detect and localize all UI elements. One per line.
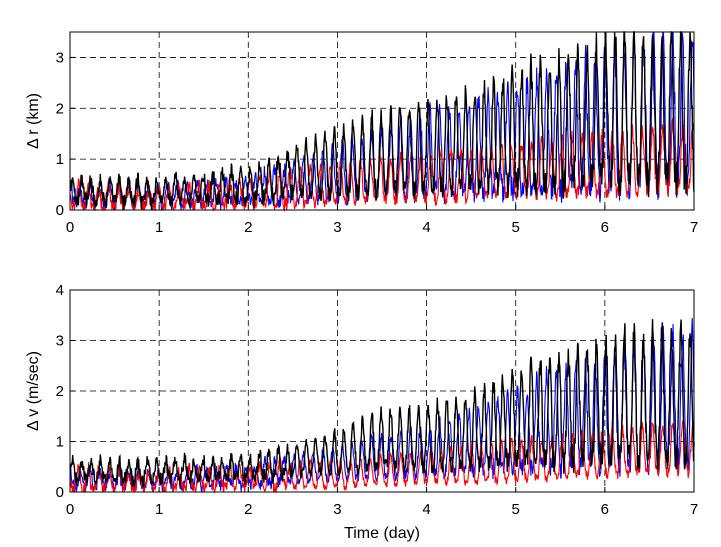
y-tick-label: 1 [56, 151, 64, 168]
y-tick-label: 1 [56, 434, 64, 451]
bottom-y-axis-label: Δ v (m/sec) [25, 351, 42, 431]
x-tick-label: 2 [244, 501, 252, 518]
y-tick-label: 2 [56, 383, 64, 400]
top-y-axis-label: Δ r (km) [25, 93, 42, 149]
x-tick-label: 7 [690, 219, 698, 236]
top-x-tick-labels: 0 1 2 3 4 5 6 7 [66, 205, 698, 236]
y-tick-label: 0 [56, 202, 64, 219]
bottom-series-group [69, 318, 695, 495]
top-y-tick-labels: 0 1 2 3 [56, 49, 75, 219]
x-tick-label: 5 [512, 501, 520, 518]
x-tick-label: 3 [333, 219, 341, 236]
y-tick-label: 0 [56, 484, 64, 501]
x-tick-label: 5 [512, 219, 520, 236]
series-line [69, 319, 695, 488]
x-tick-label: 4 [422, 219, 430, 236]
x-tick-label: 1 [155, 219, 163, 236]
x-tick-label: 0 [66, 219, 74, 236]
top-axes-frame [69, 31, 695, 211]
y-tick-label: 3 [56, 333, 64, 350]
bottom-y-tick-labels: 0 1 2 3 4 [56, 282, 75, 501]
x-tick-label: 2 [244, 219, 252, 236]
x-tick-label: 6 [601, 219, 609, 236]
series-line [69, 31, 695, 211]
top-series-group [69, 31, 695, 213]
y-tick-label: 3 [56, 49, 64, 66]
bottom-x-tick-labels: 0 1 2 3 4 5 6 7 [66, 487, 698, 518]
top-panel: 0 1 2 3 4 5 6 7 0 1 2 3 Δ r (km) [25, 31, 698, 236]
bottom-panel: 0 1 2 3 4 5 6 7 0 1 2 3 4 Δ v (m/sec) Time (day) [25, 282, 698, 542]
x-tick-label: 1 [155, 501, 163, 518]
y-tick-label: 4 [56, 282, 64, 299]
x-tick-label: 0 [66, 501, 74, 518]
x-tick-label: 6 [601, 501, 609, 518]
bottom-x-axis-label: Time (day) [344, 525, 420, 542]
x-tick-label: 7 [690, 501, 698, 518]
x-tick-label: 4 [422, 501, 430, 518]
x-tick-label: 3 [333, 501, 341, 518]
y-tick-label: 2 [56, 100, 64, 117]
